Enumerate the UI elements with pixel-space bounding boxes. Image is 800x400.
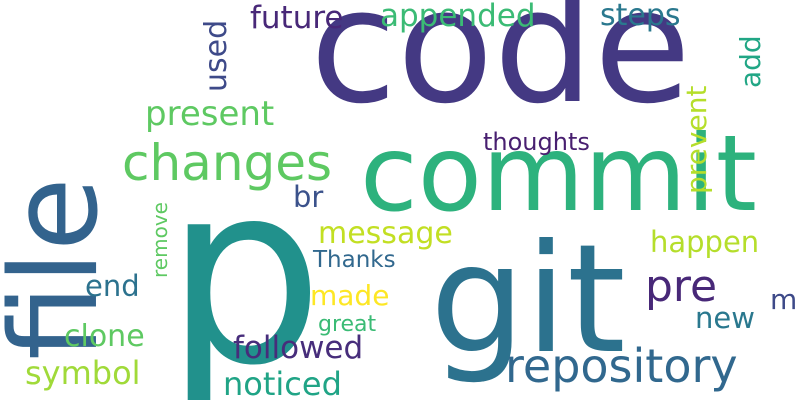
word-present: present xyxy=(145,94,275,134)
word-thoughts: thoughts xyxy=(483,128,590,156)
word-message: message xyxy=(318,216,453,251)
word-new: new xyxy=(695,301,755,335)
word-commit: commit xyxy=(360,113,757,235)
word-repository: repository xyxy=(505,339,738,393)
word-future: future xyxy=(250,0,344,36)
word-end: end xyxy=(85,269,140,303)
word-great: great xyxy=(318,312,377,337)
word-changes: changes xyxy=(122,134,333,192)
word-used: used xyxy=(199,19,234,92)
word-made: made xyxy=(310,279,390,312)
word-code: code xyxy=(310,0,692,139)
word-thanks: Thanks xyxy=(313,247,396,273)
word-clone: clone xyxy=(64,319,145,354)
word-steps: steps xyxy=(600,0,681,33)
word-pre: pre xyxy=(645,261,718,312)
word-happen: happen xyxy=(650,225,760,259)
word-remove: remove xyxy=(148,202,172,278)
word-symbol: symbol xyxy=(25,354,141,392)
word-m: m xyxy=(770,283,798,316)
word-noticed: noticed xyxy=(223,365,342,400)
word-add: add xyxy=(734,35,767,88)
word-prevent: prevent xyxy=(680,85,713,194)
word-git: git xyxy=(430,213,626,387)
word-p: p xyxy=(165,129,324,400)
word-followed: followed xyxy=(233,330,364,366)
word-br: br xyxy=(293,180,324,214)
word-appended: appended xyxy=(380,0,536,34)
